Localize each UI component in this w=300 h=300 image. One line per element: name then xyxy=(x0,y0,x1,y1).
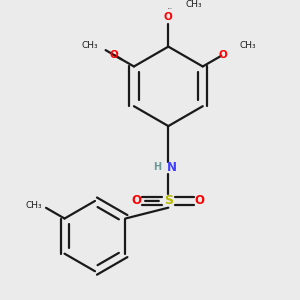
Text: methyl: methyl xyxy=(167,8,172,9)
Text: S: S xyxy=(164,194,173,208)
Text: H: H xyxy=(153,162,161,172)
Text: N: N xyxy=(167,161,177,174)
Text: O: O xyxy=(164,12,173,22)
Text: CH₃: CH₃ xyxy=(26,201,42,210)
Text: O: O xyxy=(109,50,118,60)
Text: CH₃: CH₃ xyxy=(81,41,98,50)
Text: O: O xyxy=(219,50,227,60)
Text: CH₃: CH₃ xyxy=(239,41,256,50)
Text: CH₃: CH₃ xyxy=(185,0,202,9)
Text: O: O xyxy=(132,194,142,208)
Text: O: O xyxy=(195,194,205,208)
